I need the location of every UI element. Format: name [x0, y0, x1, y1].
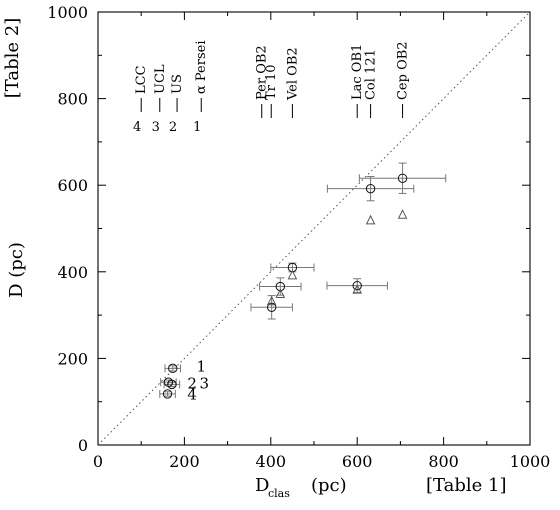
circle-point-8	[365, 183, 376, 194]
left-group-label-0: LCC	[134, 65, 149, 94]
left-group-label-0-group: LCC	[134, 65, 149, 112]
y-axis-tick-label: 0	[78, 436, 88, 455]
y-axis-tick-label: 200	[57, 349, 88, 368]
y-axis-tick-label: 1000	[47, 3, 88, 22]
right-group-label-0-group: Lac OB1	[350, 44, 365, 118]
x-axis-tick-label: 800	[428, 452, 459, 471]
top-left-note: [Table 2]	[2, 18, 23, 99]
center-group-label-2: Vel OB2	[285, 47, 300, 101]
circle-point-3	[162, 389, 173, 399]
circle-point-4	[266, 302, 277, 313]
x-axis-label-main: D	[255, 475, 269, 496]
triangle-point-3	[352, 284, 363, 294]
triangle-point-1	[275, 288, 286, 298]
triangle-markers	[266, 209, 408, 306]
x-axis-tick-label: 400	[256, 452, 287, 471]
right-group-label-1: Col 121	[364, 49, 379, 100]
x-axis-tick-label: 200	[169, 452, 200, 471]
circle-point-0	[168, 363, 178, 374]
x-axis-tick-label: 0	[93, 452, 103, 471]
left-group-label-1-group: UCL	[153, 64, 168, 112]
y-axis-tick-label: 800	[57, 90, 88, 109]
circle-point-5	[275, 281, 286, 292]
left-group-label-1: UCL	[153, 64, 168, 94]
y-axis-tick-label: 400	[57, 263, 88, 282]
left-group-number-1: 3	[152, 120, 160, 135]
x-axis-tick-label: 1000	[510, 452, 551, 471]
circle-point-2	[167, 379, 177, 390]
center-group-label-2-group: Vel OB2	[285, 47, 300, 118]
y-axis-tick-label: 600	[57, 176, 88, 195]
triangle-point-5	[397, 209, 408, 219]
right-group-label-0: Lac OB1	[350, 44, 365, 100]
center-group-label-0-group: Per OB2	[255, 45, 270, 118]
center-group-label-1-group: Tr 10	[264, 64, 279, 118]
point-label-2: 3	[200, 375, 210, 393]
point-label-1: 2	[187, 375, 197, 393]
triangle-point-2	[287, 269, 298, 280]
left-group-number-3: 1	[193, 120, 201, 135]
x-axis-label: D clas (pc)	[255, 475, 347, 500]
circle-point-7	[352, 280, 362, 291]
left-group-label-2: US	[170, 74, 185, 94]
left-group-label-3: α Persei	[194, 40, 209, 94]
y-axis-label: D (pc)	[6, 242, 27, 298]
point-label-0: 1	[196, 358, 206, 376]
right-group-label-2: Cep OB2	[396, 41, 411, 100]
bottom-right-note: [Table 1]	[426, 475, 507, 496]
left-group-number-0: 4	[133, 120, 141, 135]
point-labels: 12 34	[187, 358, 209, 404]
circle-point-9	[397, 173, 408, 183]
x-axis-label-unit: (pc)	[311, 475, 347, 496]
left-group-number-2: 2	[169, 120, 177, 135]
axis-ticks: 0 200 400 600 800 1000 0 200 400 600 800 1000	[47, 3, 550, 471]
center-group-label-0: Per OB2	[255, 45, 270, 100]
left-group-label-2-group: US	[170, 74, 185, 112]
triangle-point-0	[266, 295, 277, 306]
triangle-point-4	[365, 214, 376, 225]
x-axis-label-sub: clas	[268, 487, 290, 500]
one-to-one-reference-line	[97, 11, 531, 446]
point-label-3: 4	[187, 385, 197, 403]
right-group-label-2-group: Cep OB2	[396, 41, 411, 118]
plot-root: [Table 2] D (pc) D clas (pc) [Table 1] 0…	[2, 3, 550, 500]
right-group-label-1-group: Col 121	[364, 49, 379, 118]
center-group-label-1: Tr 10	[264, 64, 279, 100]
x-axis-tick-label: 600	[342, 452, 373, 471]
left-group-label-3-group: α Persei	[194, 40, 209, 112]
